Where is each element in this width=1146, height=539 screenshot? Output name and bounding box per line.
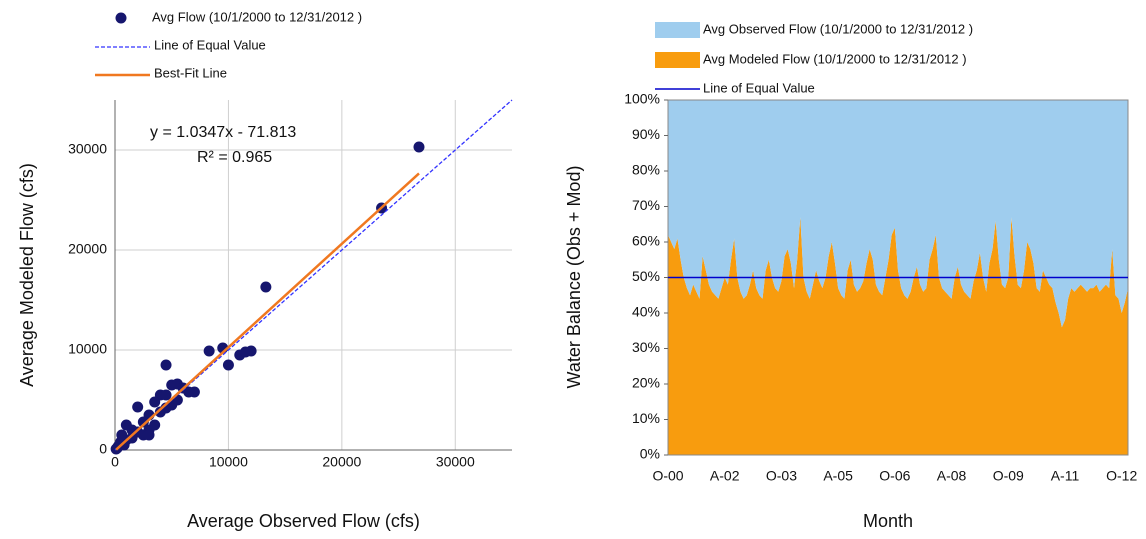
y-tick-label: 30000 [68,141,107,157]
y-axis-title: Water Balance (Obs + Mod) [564,166,584,389]
point [160,389,172,401]
legend-symbol [115,12,127,24]
x-tick-label: O-00 [652,468,683,484]
legend-symbol [655,22,700,38]
y-axis-title: Average Modeled Flow (cfs) [17,163,37,387]
legend-label: Line of Equal Value [154,37,266,52]
x-tick-label: O-06 [879,468,910,484]
legend-label: Line of Equal Value [703,80,815,95]
y-tick-label: 40% [632,304,660,320]
legend-label: Avg Modeled Flow (10/1/2000 to 12/31/201… [703,51,967,66]
x-tick-label: O-09 [993,468,1024,484]
x-tick-label: 30000 [436,454,475,470]
x-tick-label: 20000 [322,454,361,470]
point [183,386,195,398]
point [132,401,144,413]
point [222,359,234,371]
y-tick-label: 90% [632,126,660,142]
x-tick-label: A-11 [1051,468,1080,484]
y-tick-label: 10000 [68,341,107,357]
y-tick-label: 100% [624,91,660,107]
x-tick-label: O-12 [1106,468,1137,484]
legend-label: Best-Fit Line [154,65,227,80]
point [154,406,166,418]
point [137,416,149,428]
x-tick-label: 0 [111,454,119,470]
point [116,429,128,441]
y-tick-label: 10% [632,410,660,426]
y-tick-label: 0% [640,446,660,462]
area [668,217,1128,455]
y-tick-label: 30% [632,339,660,355]
y-tick-label: 20000 [68,241,107,257]
series-line [114,99,513,451]
x-axis-title: Month [863,511,913,531]
point [260,281,272,293]
x-tick-label: A-02 [710,468,740,484]
x-tick-label: O-03 [766,468,797,484]
x-axis-title: Average Observed Flow (cfs) [187,511,420,531]
legend-label: Avg Flow (10/1/2000 to 12/31/2012 ) [152,9,362,24]
y-tick-label: 20% [632,375,660,391]
legend-symbol [655,52,700,68]
y-tick-label: 70% [632,197,660,213]
point [245,345,257,357]
area [668,100,1128,328]
x-tick-label: A-08 [937,468,967,484]
legend-label: Avg Observed Flow (10/1/2000 to 12/31/20… [703,21,973,36]
x-tick-label: A-05 [823,468,853,484]
x-tick-label: 10000 [209,454,248,470]
point [149,396,161,408]
annotation: R² = 0.965 [197,149,272,166]
series-line [115,172,420,451]
point [413,141,425,153]
y-tick-label: 0 [99,441,107,457]
y-tick-label: 60% [632,233,660,249]
y-tick-label: 50% [632,268,660,284]
point [203,345,215,357]
annotation: y = 1.0347x - 71.813 [150,124,296,141]
point [143,429,155,441]
y-tick-label: 80% [632,162,660,178]
point [160,359,172,371]
point [149,419,161,431]
point [126,432,138,444]
